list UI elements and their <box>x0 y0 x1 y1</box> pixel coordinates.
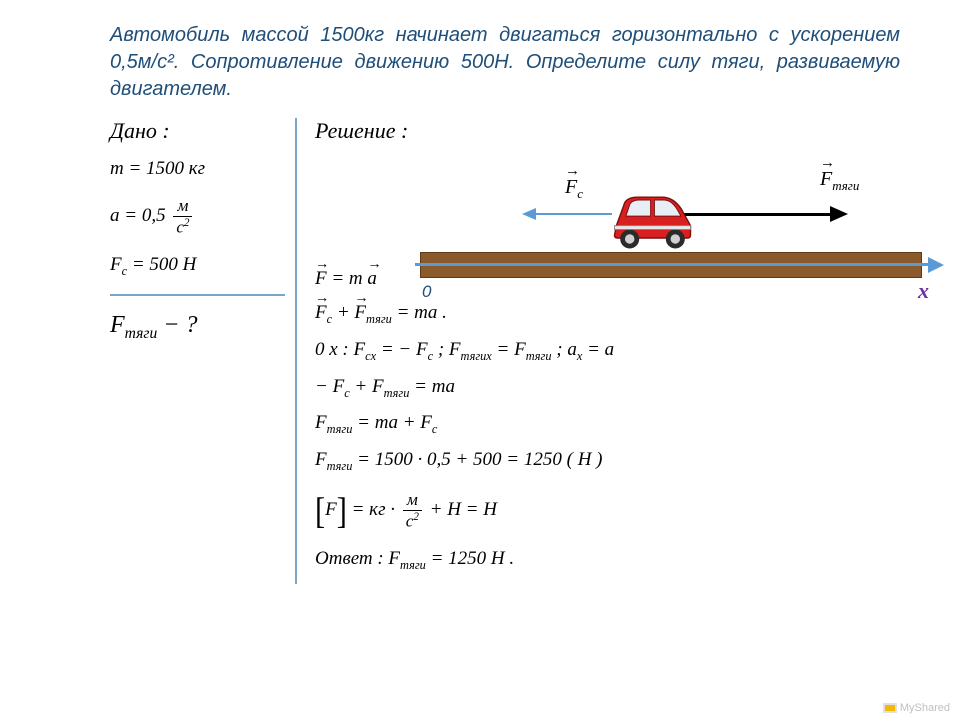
answer-line: Ответ : Fтяги = 1250 H . <box>315 548 920 573</box>
eq-forces-vector: Fc + Fтяги = ma . <box>315 302 920 327</box>
solution-block: Решение : F = m a Fc + Fтяги = ma . 0 x … <box>297 118 920 584</box>
watermark: MyShared <box>883 702 950 714</box>
find-quantity: Fтяги − ? <box>110 312 285 343</box>
given-label: Дано : <box>110 118 285 144</box>
given-mass: m = 1500 кг <box>110 158 285 180</box>
x-axis-arrow <box>928 257 944 273</box>
eq-dimensions: [F] = кг · мс2 + H = H <box>315 490 920 532</box>
given-resistance: Fc = 500 H <box>110 254 285 279</box>
given-separator <box>110 294 285 296</box>
problem-statement: Автомобиль массой 1500кг начинает двигат… <box>0 0 960 113</box>
given-data: Дано : m = 1500 кг a = 0,5 мс2 Fc = 500 … <box>110 118 297 584</box>
eq-scalar: − Fc + Fтяги = ma <box>315 376 920 401</box>
eq-ftraction: Fтяги = ma + Fc <box>315 412 920 437</box>
eq-numeric: Fтяги = 1500 · 0,5 + 500 = 1250 ( H ) <box>315 449 920 474</box>
given-accel: a = 0,5 мс2 <box>110 196 285 238</box>
eq-newton2: F = m a <box>315 268 920 290</box>
solution-label: Решение : <box>315 118 920 144</box>
eq-projections: 0 x : Fcx = − Fc ; Fтягих = Fтяги ; ax =… <box>315 339 920 364</box>
